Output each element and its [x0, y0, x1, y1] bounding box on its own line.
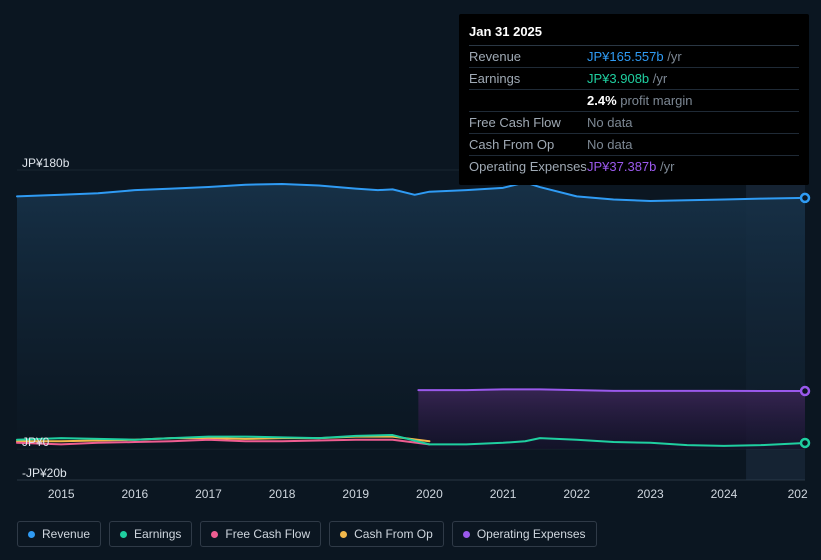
x-axis-tick-label: 2020 [416, 487, 443, 501]
x-axis-tick-label: 2019 [342, 487, 369, 501]
legend-dot-icon [120, 531, 127, 538]
tooltip-row-label: Free Cash Flow [469, 115, 587, 130]
tooltip-row: Cash From OpNo data [469, 134, 799, 156]
chart-legend: Revenue Earnings Free Cash Flow Cash From O… [17, 521, 597, 547]
tooltip-row: 2.4% profit margin [469, 90, 799, 112]
legend-dot-icon [463, 531, 470, 538]
tooltip-row-label: Revenue [469, 49, 587, 64]
x-axis-tick-label: 2023 [637, 487, 664, 501]
x-axis-tick-label: 202 [788, 487, 808, 501]
tooltip-row: Free Cash FlowNo data [469, 112, 799, 134]
legend-dot-icon [211, 531, 218, 538]
y-axis-tick-label: JP¥0 [22, 435, 49, 449]
tooltip-row-value: No data [587, 137, 799, 152]
tooltip-row: EarningsJP¥3.908b /yr [469, 68, 799, 90]
tooltip-row-label: Cash From Op [469, 137, 587, 152]
legend-dot-icon [340, 531, 347, 538]
legend-item-label: Free Cash Flow [225, 527, 310, 541]
legend-item[interactable]: Earnings [109, 521, 192, 547]
tooltip-row: RevenueJP¥165.557b /yr [469, 46, 799, 68]
tooltip-row: Operating ExpensesJP¥37.387b /yr [469, 156, 799, 177]
legend-item-label: Revenue [42, 527, 90, 541]
x-axis-tick-label: 2022 [563, 487, 590, 501]
tooltip-row-value: JP¥3.908b /yr [587, 71, 799, 86]
tooltip-date: Jan 31 2025 [469, 20, 799, 46]
legend-item[interactable]: Revenue [17, 521, 101, 547]
tooltip-row-value: JP¥165.557b /yr [587, 49, 799, 64]
legend-dot-icon [28, 531, 35, 538]
tooltip-row-value: No data [587, 115, 799, 130]
x-axis-tick-label: 2015 [48, 487, 75, 501]
x-axis-tick-label: 2021 [490, 487, 517, 501]
chart-tooltip: Jan 31 2025 RevenueJP¥165.557b /yrEarnin… [459, 14, 809, 185]
legend-item[interactable]: Free Cash Flow [200, 521, 321, 547]
x-axis-tick-label: 2016 [121, 487, 148, 501]
legend-item[interactable]: Operating Expenses [452, 521, 597, 547]
legend-item-label: Cash From Op [354, 527, 433, 541]
y-axis-tick-label: JP¥180b [22, 156, 69, 170]
legend-item-label: Operating Expenses [477, 527, 586, 541]
legend-item[interactable]: Cash From Op [329, 521, 444, 547]
y-axis-tick-label: -JP¥20b [22, 466, 67, 480]
x-axis-tick-label: 2018 [269, 487, 296, 501]
x-axis-tick-label: 2017 [195, 487, 222, 501]
tooltip-row-label: Operating Expenses [469, 159, 587, 174]
x-axis-tick-label: 2024 [711, 487, 738, 501]
legend-item-label: Earnings [134, 527, 181, 541]
tooltip-row-value: JP¥37.387b /yr [587, 159, 799, 174]
tooltip-row-label: Earnings [469, 71, 587, 86]
tooltip-row-value: 2.4% profit margin [587, 93, 799, 108]
tooltip-row-label [469, 93, 587, 108]
